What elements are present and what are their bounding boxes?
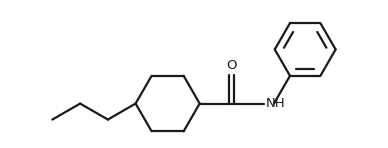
Text: NH: NH [265,97,285,110]
Text: O: O [227,59,237,72]
